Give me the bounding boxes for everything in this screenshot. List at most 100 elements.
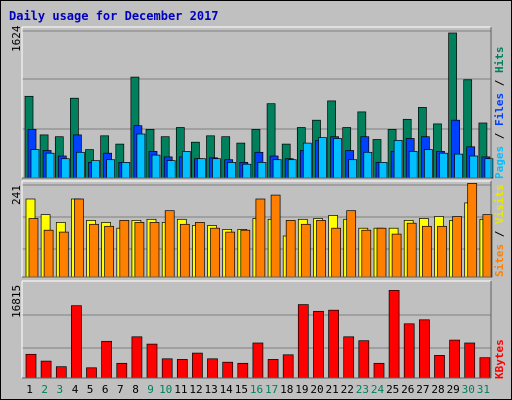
pages-bar: [454, 153, 463, 179]
sites-bar: [316, 220, 326, 278]
day-label: 27: [416, 383, 429, 396]
pages-bar: [484, 158, 494, 179]
ymax-label-kbytes: 16815: [10, 285, 23, 318]
sites-bar: [210, 227, 220, 278]
kbytes-bar: [71, 305, 82, 379]
kbytes-bar: [449, 339, 460, 379]
day-label: 28: [431, 383, 444, 396]
pages-bar: [181, 151, 191, 179]
day-label: 11: [174, 383, 187, 396]
pages-bar: [318, 137, 327, 179]
kbytes-bar: [328, 309, 339, 379]
day-label: 10: [159, 383, 172, 396]
pages-bar: [151, 154, 161, 179]
day-label: 30: [462, 383, 475, 396]
pages-bar: [242, 163, 252, 179]
sites-bar: [28, 218, 39, 278]
sites-bar: [391, 233, 402, 278]
kbytes-bar: [207, 358, 218, 379]
pages-bar: [45, 152, 55, 179]
sites-bar: [179, 223, 190, 278]
day-label: 3: [56, 383, 63, 396]
sites-bar: [164, 210, 175, 278]
pages-bar: [287, 159, 297, 179]
sites-bar: [240, 229, 251, 278]
day-label: 19: [295, 383, 308, 396]
day-label: 9: [147, 383, 154, 396]
pages-bar: [60, 158, 70, 179]
sites-bar: [58, 231, 69, 278]
day-label: 4: [72, 383, 79, 396]
day-label: 15: [235, 383, 248, 396]
legend-sep-3: /: [493, 224, 506, 244]
sites-bar: [225, 231, 236, 278]
pages-bar: [227, 162, 237, 179]
legend-sites-visits: Sites / Visits: [493, 184, 506, 277]
sites-bar: [285, 220, 296, 278]
sites-bar: [270, 194, 281, 278]
pages-bar: [257, 162, 267, 179]
day-label: 31: [477, 383, 490, 396]
sites-bar: [331, 227, 341, 278]
pages-bar: [469, 155, 479, 179]
pages-bar: [348, 159, 358, 179]
sites-bar: [422, 225, 432, 278]
pages-bar: [302, 142, 312, 179]
day-label: 29: [447, 383, 460, 396]
kbytes-bar: [434, 355, 445, 379]
ymax-label-visits: 241: [10, 185, 23, 205]
pages-bar: [166, 160, 176, 179]
kbytes-bar: [267, 359, 279, 379]
pages-bar: [121, 162, 131, 179]
kbytes-bar: [419, 319, 430, 379]
pages-bar: [424, 149, 433, 179]
sites-bar: [195, 222, 205, 278]
kbytes-bar: [313, 310, 324, 379]
legend-kbytes: KBytes: [493, 339, 506, 379]
legend-hits-files-pages: Pages / Files / Hits: [493, 47, 506, 180]
kbytes-bar: [373, 362, 385, 379]
pages-bar: [197, 158, 206, 179]
legend-visits: Visits: [493, 184, 506, 224]
pages-bar: [272, 159, 282, 179]
kbytes-bar: [40, 360, 52, 379]
kbytes-bar: [86, 367, 97, 379]
sites-bar: [104, 225, 114, 278]
legend-hits: Hits: [493, 47, 506, 74]
legend-sites: Sites: [493, 244, 506, 277]
kbytes-bar: [297, 304, 309, 379]
sites-bar: [43, 229, 54, 278]
kbytes-bar: [237, 362, 249, 379]
legend-sep-2: /: [493, 73, 506, 93]
legend-kbytes-label: KBytes: [493, 339, 506, 379]
day-label: 14: [220, 383, 234, 396]
ymax-label-hits: 1624: [10, 25, 23, 52]
day-label: 5: [87, 383, 94, 396]
pages-bar: [136, 133, 146, 179]
sites-bar: [149, 222, 160, 278]
sites-bar: [361, 229, 372, 278]
kbytes-bar: [479, 357, 491, 379]
pages-bar: [378, 162, 388, 179]
day-label: 26: [401, 383, 414, 396]
kbytes-bar: [25, 353, 37, 379]
sites-bar: [346, 210, 357, 278]
legend-files: Files: [493, 93, 506, 126]
sites-bar: [134, 222, 145, 278]
kbytes-bar: [131, 336, 143, 379]
kbytes-bar: [222, 361, 234, 379]
pages-bar: [91, 160, 100, 179]
pages-bar: [408, 151, 418, 179]
kbytes-bar: [161, 358, 173, 379]
sites-bar: [467, 183, 478, 278]
day-label: 13: [204, 383, 217, 396]
kbytes-bar: [464, 342, 476, 379]
day-label: 6: [102, 383, 109, 396]
sites-bar: [452, 216, 462, 278]
pages-bar: [363, 151, 373, 179]
day-label: 12: [189, 383, 202, 396]
pages-bar: [30, 149, 40, 179]
day-label: 18: [280, 383, 293, 396]
